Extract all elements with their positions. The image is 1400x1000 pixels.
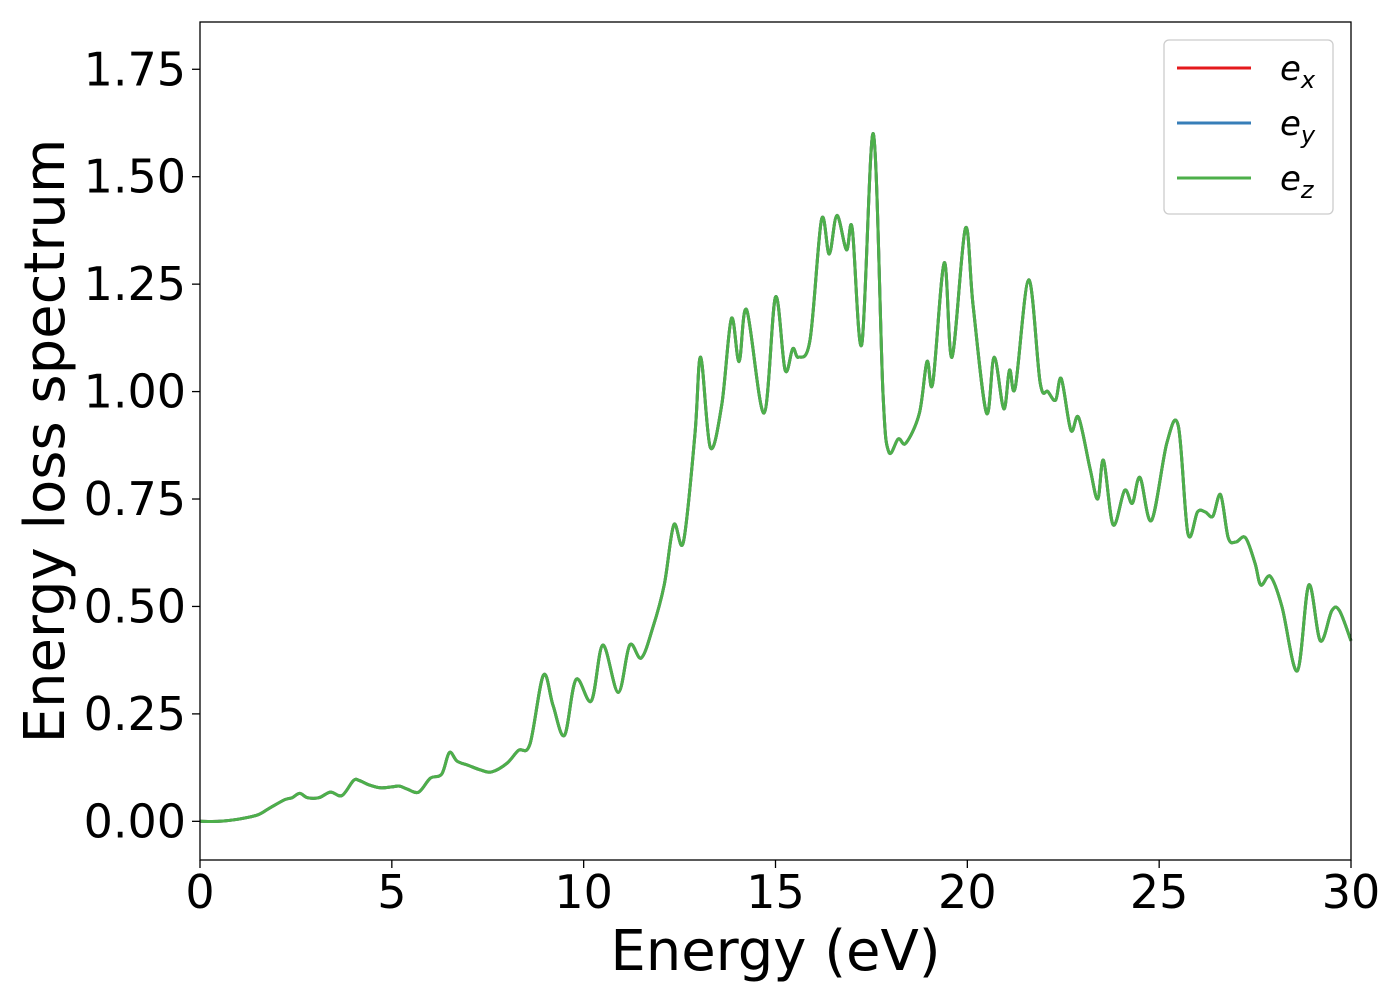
x-tick-label: 30 (1322, 865, 1381, 919)
x-tick-label: 5 (377, 865, 406, 919)
x-tick-label: 0 (185, 865, 214, 919)
x-axis-title: Energy (eV) (610, 919, 940, 984)
x-tick-label: 25 (1130, 865, 1189, 919)
y-tick-label: 1.75 (84, 42, 186, 96)
legend-label-base: e (1280, 104, 1301, 144)
legend-label-ex: ex (1280, 49, 1316, 94)
legend-box (1163, 39, 1334, 215)
legend-label-subscript: z (1300, 176, 1315, 204)
y-tick-label: 1.25 (84, 257, 186, 311)
legend-label-subscript: y (1300, 121, 1316, 149)
y-tick-label: 0.50 (84, 579, 186, 633)
y-tick-label: 0.00 (84, 794, 186, 848)
x-tick-label: 20 (938, 865, 997, 919)
x-tick-label: 10 (554, 865, 613, 919)
y-tick-label: 1.00 (84, 365, 186, 419)
y-axis-ticks: 0.00 0.25 0.50 0.75 1.00 1.25 1.50 1.75 (84, 42, 200, 848)
legend-label-subscript: x (1300, 66, 1316, 94)
series-layer (199, 132, 1353, 823)
legend-label-ez: ez (1280, 159, 1315, 204)
y-axis-title: Energy loss spectrum (13, 139, 78, 744)
x-tick-label: 15 (746, 865, 805, 919)
legend-label-base: e (1280, 159, 1301, 199)
x-axis-ticks: 0 5 10 15 20 25 30 (185, 860, 1380, 919)
y-tick-label: 1.50 (84, 150, 186, 204)
y-tick-label: 0.75 (84, 472, 186, 526)
legend-label-ey: ey (1280, 104, 1316, 149)
y-tick-label: 0.25 (84, 687, 186, 741)
series-line-ez (199, 132, 1353, 823)
legend-label-base: e (1280, 49, 1301, 89)
